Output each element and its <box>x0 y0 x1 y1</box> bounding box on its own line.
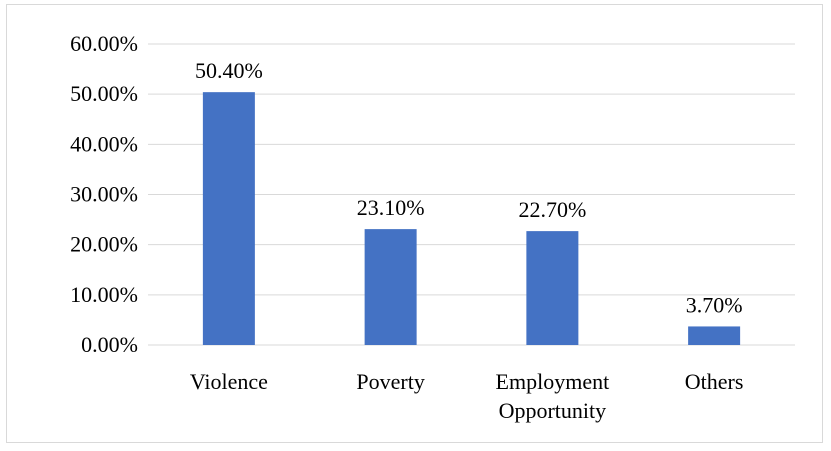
bar-poverty <box>364 229 417 345</box>
y-tick-label: 50.00% <box>70 81 138 106</box>
data-label: 22.70% <box>518 197 586 222</box>
y-axis-tick-labels: 0.00% 10.00% 20.00% 30.00% 40.00% 50.00% 60.00… <box>70 31 138 357</box>
category-label: Others <box>685 369 744 394</box>
y-tick-label: 30.00% <box>70 182 138 207</box>
y-tick-label: 40.00% <box>70 131 138 156</box>
bar-violence <box>202 92 255 345</box>
bar-employment-opportunity <box>526 231 579 345</box>
y-tick-label: 0.00% <box>81 332 138 357</box>
category-labels: Violence Poverty Employment Opportunity Othe… <box>190 369 744 423</box>
data-label: 3.70% <box>686 292 743 317</box>
data-label: 23.10% <box>357 195 425 220</box>
category-label: Opportunity <box>499 398 607 423</box>
bars <box>202 92 741 345</box>
y-tick-label: 10.00% <box>70 282 138 307</box>
bar-others <box>688 326 741 345</box>
data-label: 50.40% <box>195 58 263 83</box>
category-label: Employment <box>496 369 610 394</box>
chart-frame <box>6 4 823 443</box>
data-labels: 50.40% 23.10% 22.70% 3.70% <box>195 58 743 317</box>
y-tick-label: 20.00% <box>70 232 138 257</box>
category-label: Poverty <box>356 369 424 394</box>
category-label: Violence <box>190 369 268 394</box>
gridlines <box>148 43 795 346</box>
y-tick-label: 60.00% <box>70 31 138 56</box>
